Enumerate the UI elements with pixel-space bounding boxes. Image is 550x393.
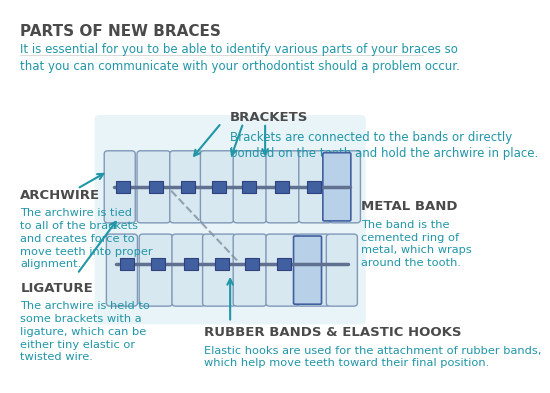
FancyBboxPatch shape (170, 151, 203, 223)
Text: ARCHWIRE: ARCHWIRE (20, 189, 101, 202)
FancyBboxPatch shape (181, 181, 195, 193)
Text: Brackets are connected to the bands or directly
bonded on the teeth and hold the: Brackets are connected to the bands or d… (230, 130, 538, 160)
FancyBboxPatch shape (202, 234, 236, 306)
FancyBboxPatch shape (307, 181, 321, 193)
FancyBboxPatch shape (184, 259, 198, 270)
FancyBboxPatch shape (151, 259, 166, 270)
FancyBboxPatch shape (299, 151, 332, 223)
FancyBboxPatch shape (117, 181, 130, 193)
FancyBboxPatch shape (296, 234, 330, 306)
FancyBboxPatch shape (323, 153, 351, 221)
FancyBboxPatch shape (243, 181, 256, 193)
FancyBboxPatch shape (139, 234, 173, 306)
FancyBboxPatch shape (294, 236, 322, 304)
FancyBboxPatch shape (106, 234, 138, 306)
Text: Elastic hooks are used for the attachment of rubber bands,
which help move teeth: Elastic hooks are used for the attachmen… (204, 346, 541, 369)
FancyBboxPatch shape (266, 234, 299, 306)
Text: It is essential for you to be able to identify various parts of your braces so
t: It is essential for you to be able to id… (20, 44, 460, 73)
Text: PARTS OF NEW BRACES: PARTS OF NEW BRACES (20, 24, 221, 39)
FancyBboxPatch shape (326, 234, 358, 306)
FancyBboxPatch shape (95, 115, 366, 324)
Text: LIGATURE: LIGATURE (20, 282, 93, 295)
Text: METAL BAND: METAL BAND (361, 200, 458, 213)
Text: The archwire is held to
some brackets with a
ligature, which can be
either tiny : The archwire is held to some brackets wi… (20, 301, 150, 362)
FancyBboxPatch shape (120, 259, 134, 270)
FancyBboxPatch shape (266, 151, 299, 223)
FancyBboxPatch shape (277, 259, 292, 270)
FancyBboxPatch shape (172, 234, 205, 306)
FancyBboxPatch shape (233, 234, 266, 306)
Text: BRACKETS: BRACKETS (230, 111, 309, 124)
FancyBboxPatch shape (137, 151, 170, 223)
FancyBboxPatch shape (200, 151, 234, 223)
Text: RUBBER BANDS & ELASTIC HOOKS: RUBBER BANDS & ELASTIC HOOKS (204, 326, 461, 339)
FancyBboxPatch shape (149, 181, 163, 193)
FancyBboxPatch shape (275, 181, 289, 193)
Text: The band is the
cemented ring of
metal, which wraps
around the tooth.: The band is the cemented ring of metal, … (361, 220, 472, 268)
FancyBboxPatch shape (233, 151, 266, 223)
FancyBboxPatch shape (212, 181, 225, 193)
FancyBboxPatch shape (329, 151, 360, 223)
FancyBboxPatch shape (245, 259, 260, 270)
FancyBboxPatch shape (215, 259, 229, 270)
FancyBboxPatch shape (104, 151, 135, 223)
Text: The archwire is tied
to all of the brackets
and creates force to
move teeth into: The archwire is tied to all of the brack… (20, 208, 153, 269)
